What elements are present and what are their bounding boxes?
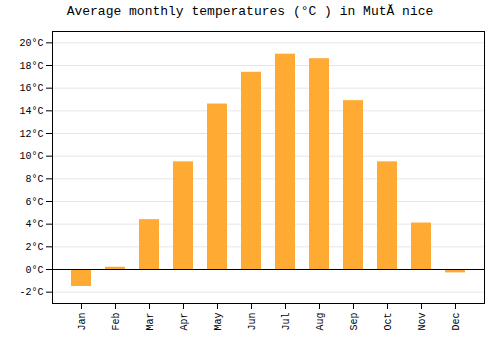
svg-text:Nov: Nov	[417, 313, 428, 331]
svg-text:Feb: Feb	[111, 313, 122, 331]
svg-text:-2°C: -2°C	[19, 287, 43, 298]
svg-text:14°C: 14°C	[19, 106, 43, 117]
svg-text:0°C: 0°C	[25, 265, 43, 276]
svg-text:Mar: Mar	[145, 313, 156, 331]
svg-text:May: May	[213, 313, 224, 331]
svg-text:8°C: 8°C	[25, 174, 43, 185]
svg-text:16°C: 16°C	[19, 83, 43, 94]
svg-text:Apr: Apr	[179, 313, 190, 331]
svg-text:20°C: 20°C	[19, 38, 43, 49]
svg-text:6°C: 6°C	[25, 197, 43, 208]
svg-text:Aug: Aug	[315, 313, 326, 331]
svg-text:12°C: 12°C	[19, 129, 43, 140]
svg-text:18°C: 18°C	[19, 61, 43, 72]
svg-text:2°C: 2°C	[25, 242, 43, 253]
svg-text:Sep: Sep	[349, 313, 360, 331]
svg-text:Oct: Oct	[383, 313, 394, 331]
svg-text:4°C: 4°C	[25, 219, 43, 230]
svg-text:Jun: Jun	[247, 313, 258, 331]
html-text:Average monthly temperatures (: Average monthly temperatures (°C ) in Mu…	[66, 4, 434, 19]
svg-text:Jul: Jul	[281, 313, 292, 331]
svg-text:10°C: 10°C	[19, 151, 43, 162]
svg-text:Dec: Dec	[451, 313, 462, 331]
svg-text:Jan: Jan	[77, 313, 88, 331]
